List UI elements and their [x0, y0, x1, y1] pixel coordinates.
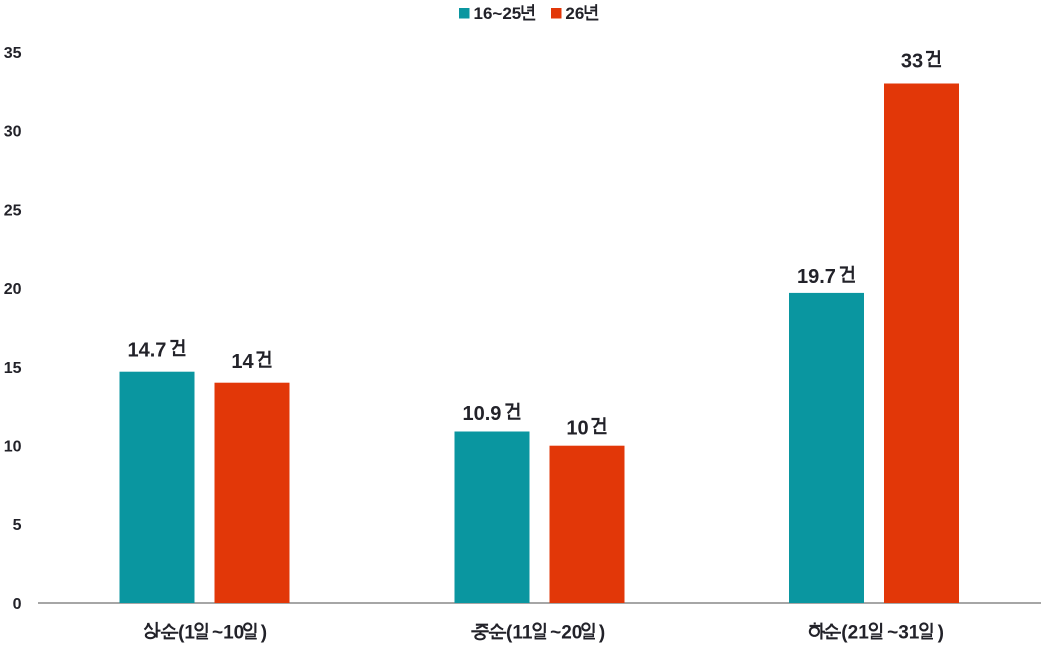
svg-text:20: 20: [4, 281, 22, 298]
svg-text:16~25: 16~25: [474, 4, 522, 23]
svg-text:14: 14: [231, 351, 254, 373]
svg-text:19.7: 19.7: [797, 266, 836, 288]
svg-text:15: 15: [4, 360, 22, 377]
svg-text:): ): [261, 623, 267, 644]
svg-text:10: 10: [566, 418, 588, 440]
svg-text:(1: (1: [178, 623, 195, 644]
svg-text:25: 25: [4, 202, 22, 219]
svg-text:26: 26: [565, 4, 584, 23]
svg-text:): ): [599, 623, 605, 644]
svg-text:5: 5: [13, 517, 22, 534]
svg-text:35: 35: [4, 45, 22, 62]
svg-text:10: 10: [4, 439, 22, 456]
svg-text:0: 0: [13, 596, 22, 613]
svg-text:33: 33: [901, 51, 923, 73]
svg-text:~20: ~20: [550, 623, 582, 644]
svg-text:30: 30: [4, 124, 22, 141]
svg-text:): ): [938, 623, 944, 644]
svg-text:~10: ~10: [212, 623, 244, 644]
svg-text:10.9: 10.9: [463, 403, 502, 425]
svg-text:(21: (21: [841, 623, 869, 644]
svg-text:~31: ~31: [887, 623, 920, 644]
svg-text:(11: (11: [506, 623, 533, 644]
svg-text:14.7: 14.7: [128, 340, 167, 362]
